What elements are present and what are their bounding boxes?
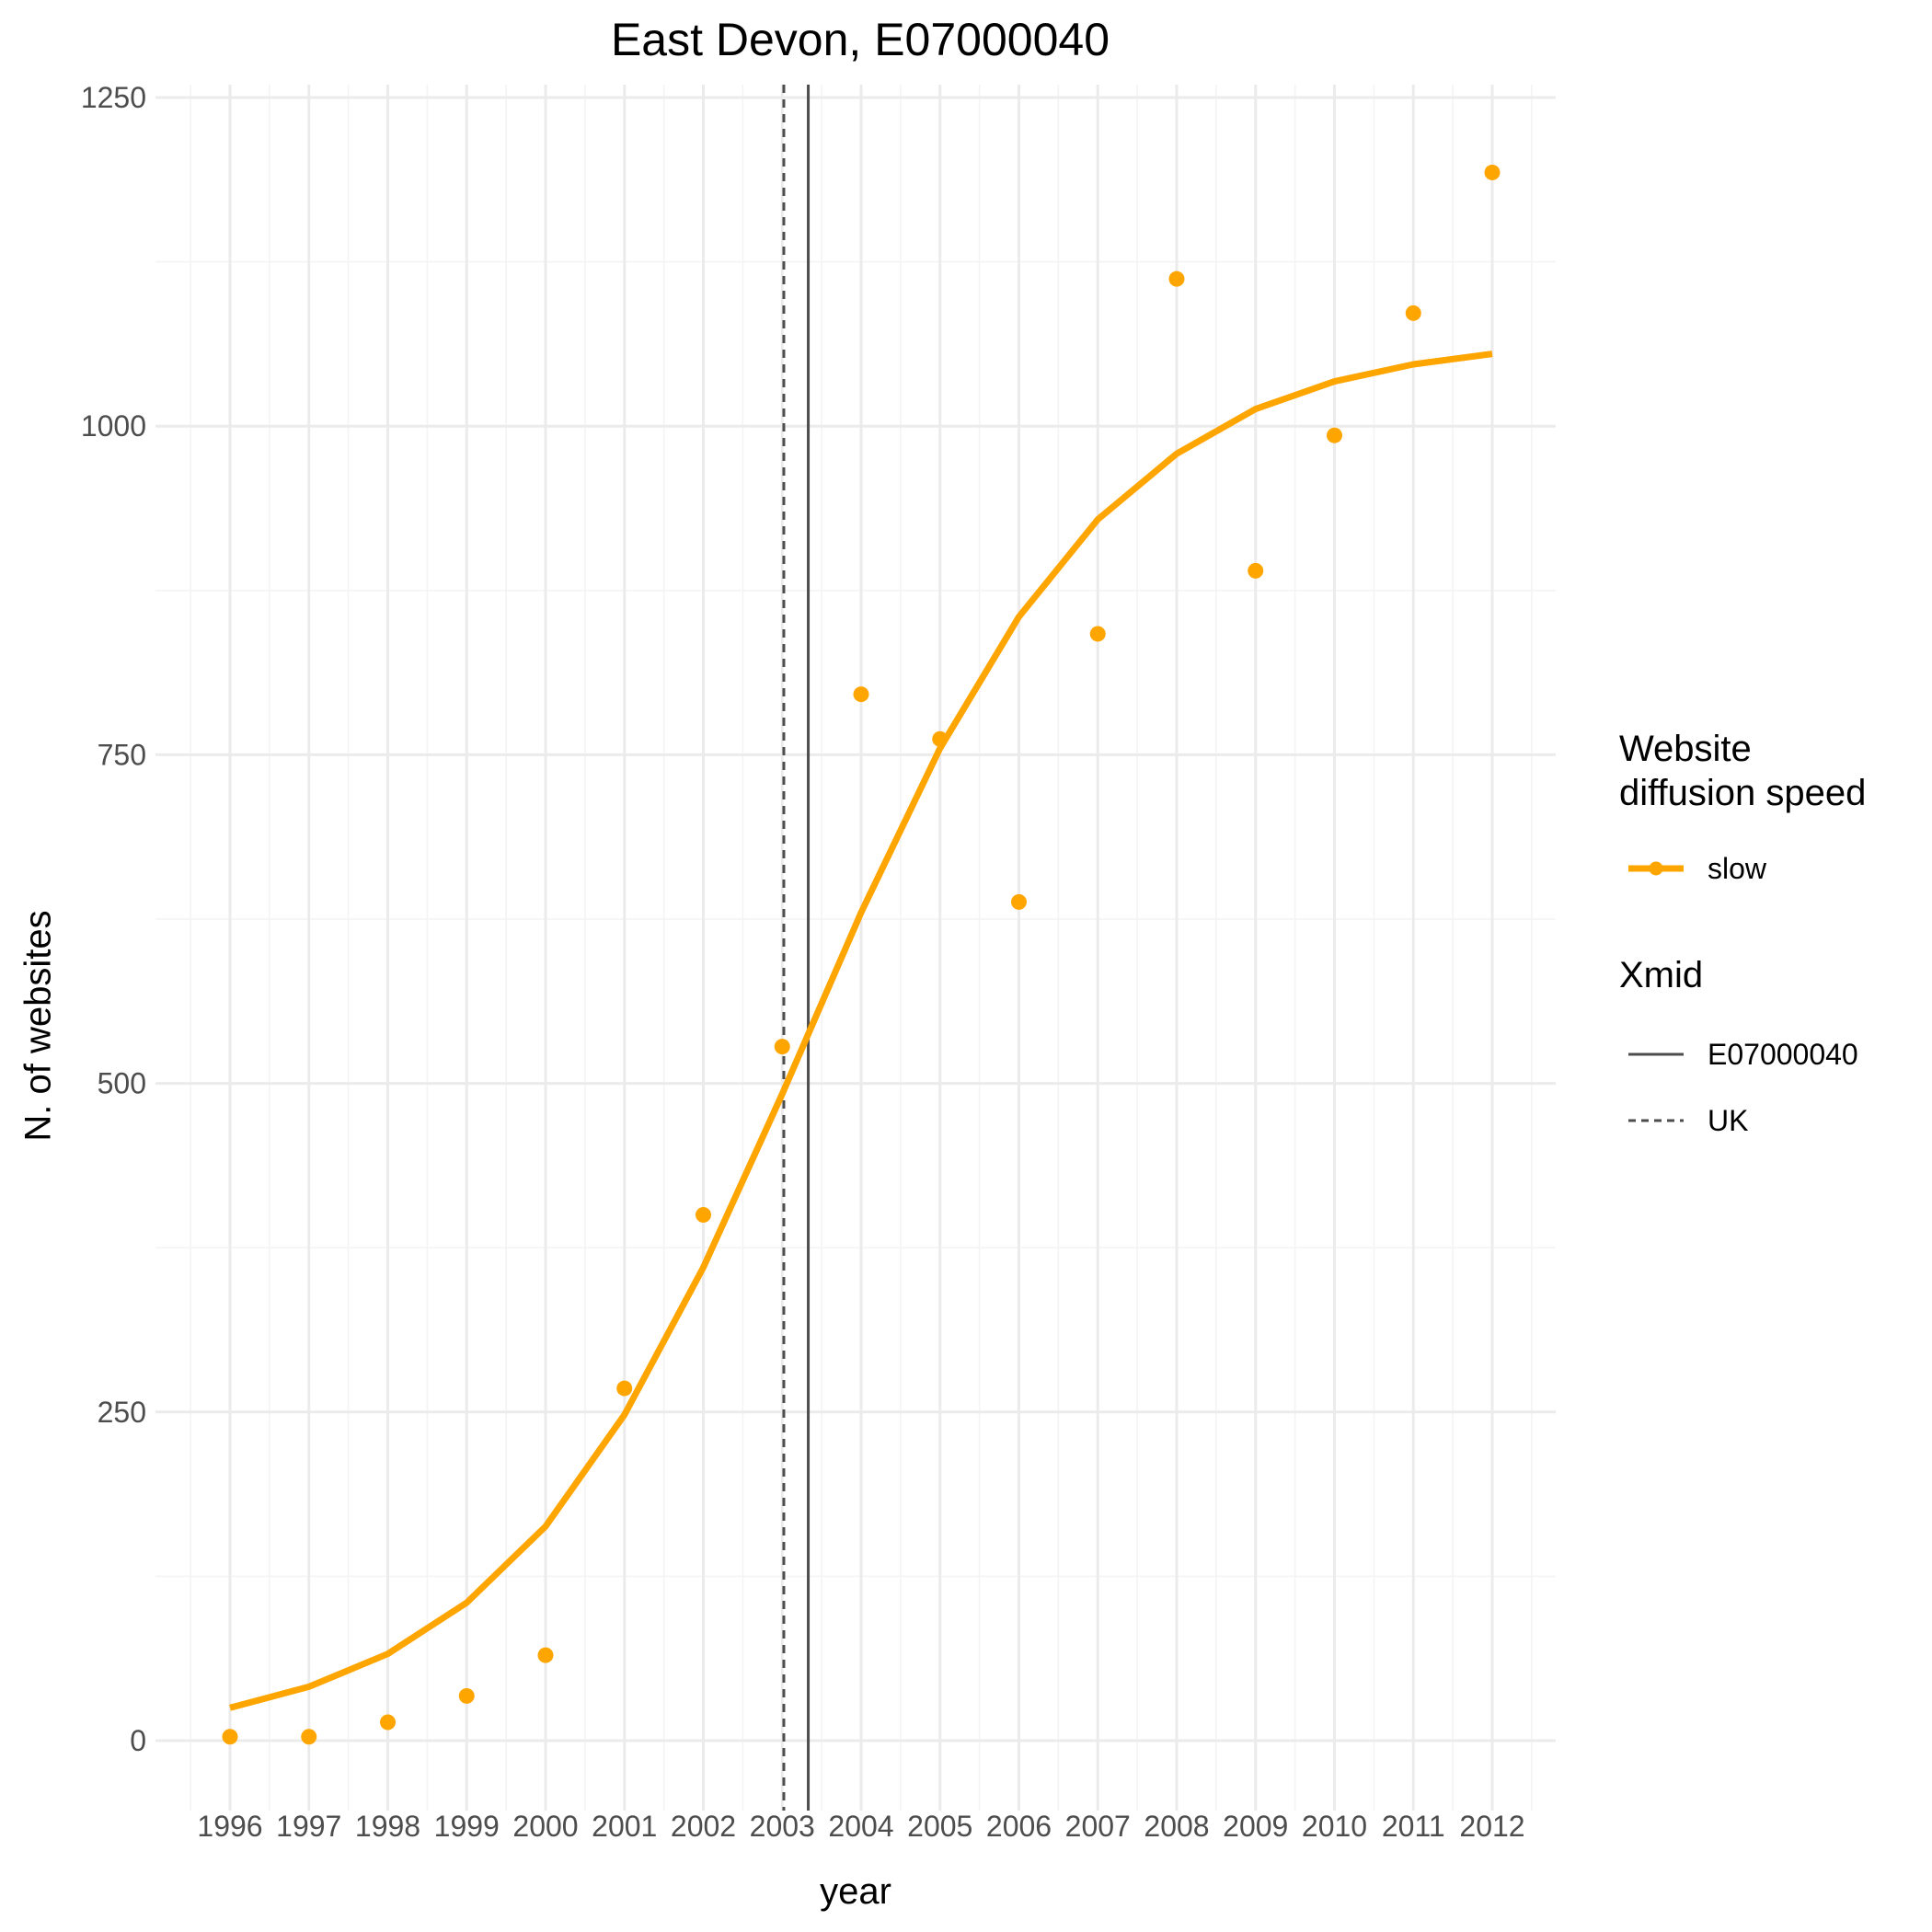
y-tick-label: 0 bbox=[130, 1724, 146, 1757]
x-tick-label: 2006 bbox=[986, 1810, 1052, 1843]
x-tick-label: 2009 bbox=[1223, 1810, 1288, 1843]
x-tick-label: 2001 bbox=[592, 1810, 657, 1843]
legend-key-slow bbox=[1628, 861, 1684, 876]
data-point bbox=[696, 1206, 711, 1223]
data-point bbox=[1011, 893, 1027, 910]
data-point bbox=[774, 1039, 790, 1055]
data-point bbox=[1089, 626, 1106, 642]
y-tick-label: 750 bbox=[98, 738, 146, 771]
data-point bbox=[222, 1729, 238, 1745]
data-point bbox=[932, 730, 949, 747]
y-tick-label: 250 bbox=[98, 1396, 146, 1429]
data-point bbox=[1168, 270, 1185, 287]
data-point bbox=[1405, 305, 1421, 321]
x-tick-label: 2004 bbox=[828, 1810, 893, 1843]
data-point bbox=[853, 686, 869, 703]
x-tick-label: 2003 bbox=[750, 1810, 815, 1843]
x-axis-label: year bbox=[820, 1871, 891, 1912]
legend-key-dashed-line bbox=[1628, 1119, 1684, 1122]
data-point bbox=[1327, 427, 1342, 443]
y-tick-label: 1250 bbox=[81, 81, 146, 114]
data-point bbox=[616, 1380, 633, 1397]
legend: Website diffusion speed slow Xmid E07000… bbox=[1619, 727, 1923, 1154]
x-tick-label: 1997 bbox=[276, 1810, 341, 1843]
x-tick-label: 1998 bbox=[355, 1810, 420, 1843]
legend-key-solid-line bbox=[1628, 1052, 1684, 1056]
legend-title-xmid: Xmid bbox=[1619, 955, 1704, 995]
x-tick-label: 1996 bbox=[197, 1810, 262, 1843]
x-tick-label: 1999 bbox=[434, 1810, 500, 1843]
legend-title-speed: Website diffusion speed bbox=[1619, 729, 1867, 813]
data-point bbox=[537, 1647, 554, 1663]
data-point bbox=[1484, 164, 1501, 180]
chart-title: East Devon, E07000040 bbox=[610, 14, 1110, 65]
data-point bbox=[1248, 562, 1264, 579]
x-tick-label: 2012 bbox=[1459, 1810, 1524, 1843]
legend-label-uk: UK bbox=[1708, 1104, 1749, 1137]
data-point bbox=[380, 1714, 396, 1731]
y-tick-label: 1000 bbox=[81, 409, 146, 443]
y-axis-label: N. of websites bbox=[17, 910, 59, 1142]
legend-label-region: E07000040 bbox=[1708, 1038, 1858, 1071]
data-point bbox=[301, 1729, 317, 1745]
legend-item-slow: slow bbox=[1619, 835, 1923, 902]
series-line-slow bbox=[229, 351, 1493, 1711]
legend-label-slow: slow bbox=[1708, 852, 1767, 885]
legend-item-uk: UK bbox=[1619, 1087, 1923, 1154]
x-tick-label: 2005 bbox=[907, 1810, 972, 1843]
x-tick-label: 2000 bbox=[512, 1810, 578, 1843]
x-tick-label: 2007 bbox=[1065, 1810, 1131, 1843]
x-tick-label: 2010 bbox=[1302, 1810, 1367, 1843]
x-tick-label: 2008 bbox=[1144, 1810, 1209, 1843]
legend-item-region: E07000040 bbox=[1619, 1021, 1923, 1087]
data-point bbox=[458, 1687, 475, 1704]
x-tick-label: 2002 bbox=[671, 1810, 736, 1843]
y-tick-label: 500 bbox=[98, 1067, 146, 1100]
x-tick-label: 2011 bbox=[1382, 1810, 1445, 1843]
